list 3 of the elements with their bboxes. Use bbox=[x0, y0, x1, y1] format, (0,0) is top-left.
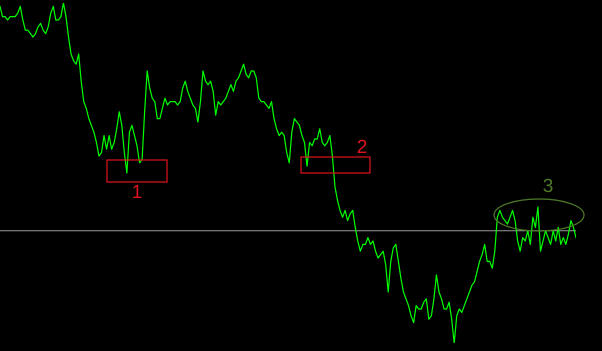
annotation: 3 bbox=[542, 176, 554, 198]
annotation: 2 bbox=[356, 137, 368, 158]
annotation: 1 bbox=[132, 182, 142, 204]
